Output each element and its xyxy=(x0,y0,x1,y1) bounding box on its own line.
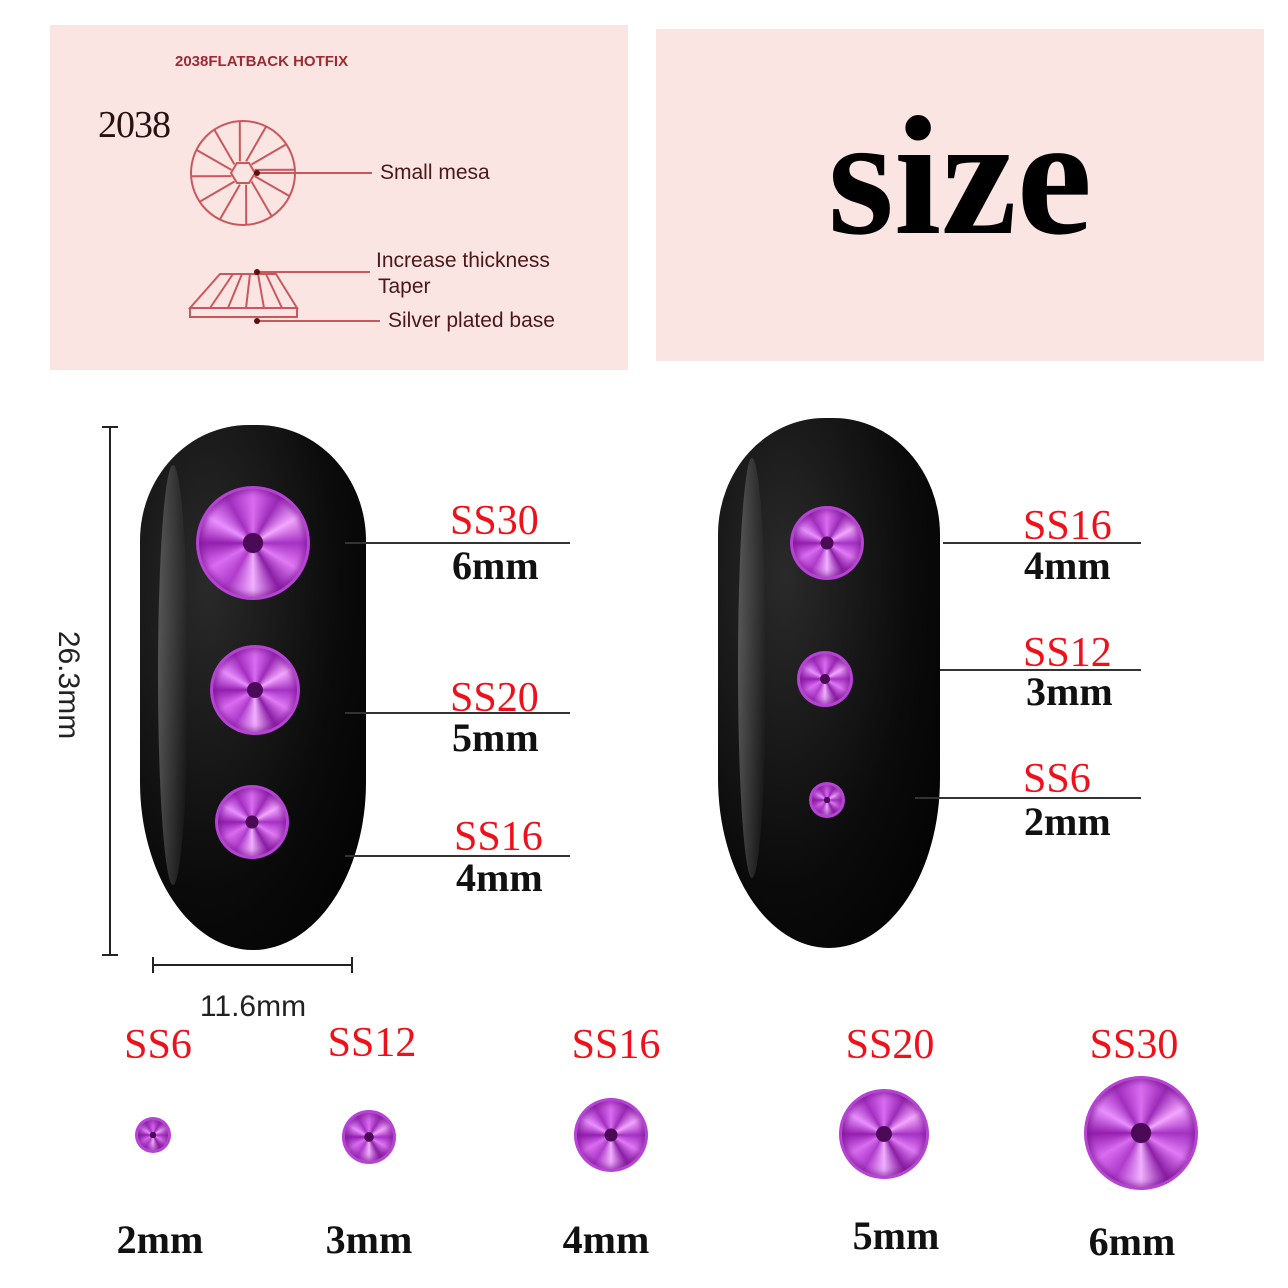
rhinestone-ss6 xyxy=(809,782,845,818)
chart-code: SS6 xyxy=(124,1022,192,1068)
right-label-size: 2mm xyxy=(1024,799,1111,844)
chart-code: SS12 xyxy=(327,1020,417,1066)
callout-small-mesa: Small mesa xyxy=(380,161,490,184)
chart-size: 3mm xyxy=(325,1217,413,1262)
rhinestone-ss12 xyxy=(797,651,853,707)
left-label-code: SS30 xyxy=(450,498,539,544)
title-size: size xyxy=(827,82,1093,270)
rhinestone-diagram xyxy=(187,120,380,324)
diagram-panel: 2038FLATBACK HOTFIX 2038 Small mesa Incr… xyxy=(50,25,628,370)
diagram-header: 2038FLATBACK HOTFIX xyxy=(175,53,349,70)
chart-size: 5mm xyxy=(852,1213,940,1258)
rhinestone-ss20 xyxy=(210,645,300,735)
left-label-code: SS20 xyxy=(450,675,539,721)
chart-code: SS16 xyxy=(571,1022,661,1068)
rhinestone-5mm xyxy=(839,1089,929,1179)
height-dimension-line xyxy=(109,427,111,955)
right-label-code: SS16 xyxy=(1023,503,1112,549)
left-label-size: 4mm xyxy=(456,855,543,900)
left-label-size: 6mm xyxy=(452,543,539,588)
rhinestone-3mm xyxy=(342,1110,396,1164)
right-label-size: 3mm xyxy=(1026,669,1113,714)
chart-size: 4mm xyxy=(562,1217,650,1262)
chart-code: SS30 xyxy=(1089,1022,1179,1068)
left-label-size: 5mm xyxy=(452,715,539,760)
rhinestone-ss16 xyxy=(790,506,864,580)
rhinestone-6mm xyxy=(1084,1076,1198,1190)
rhinestone-2mm xyxy=(135,1117,171,1153)
rhinestone-ss16 xyxy=(215,785,289,859)
right-label-code: SS12 xyxy=(1023,630,1112,676)
rhinestone-4mm xyxy=(574,1098,648,1172)
chart-code: SS20 xyxy=(845,1022,935,1068)
width-dimension-line xyxy=(153,964,353,966)
chart-size: 2mm xyxy=(116,1217,204,1262)
left-label-code: SS16 xyxy=(454,814,543,860)
width-label: 11.6mm xyxy=(199,990,307,1023)
model-number: 2038 xyxy=(98,104,171,146)
callout-thickness: Increase thickness xyxy=(376,249,550,272)
right-label-code: SS6 xyxy=(1023,756,1091,802)
callout-taper: Taper xyxy=(378,275,431,298)
callout-base: Silver plated base xyxy=(388,309,555,332)
height-label: 26.3mm xyxy=(52,630,85,740)
rhinestone-ss30 xyxy=(196,486,310,600)
chart-size: 6mm xyxy=(1088,1219,1176,1264)
right-label-size: 4mm xyxy=(1024,543,1111,588)
title-panel: size xyxy=(656,29,1264,361)
